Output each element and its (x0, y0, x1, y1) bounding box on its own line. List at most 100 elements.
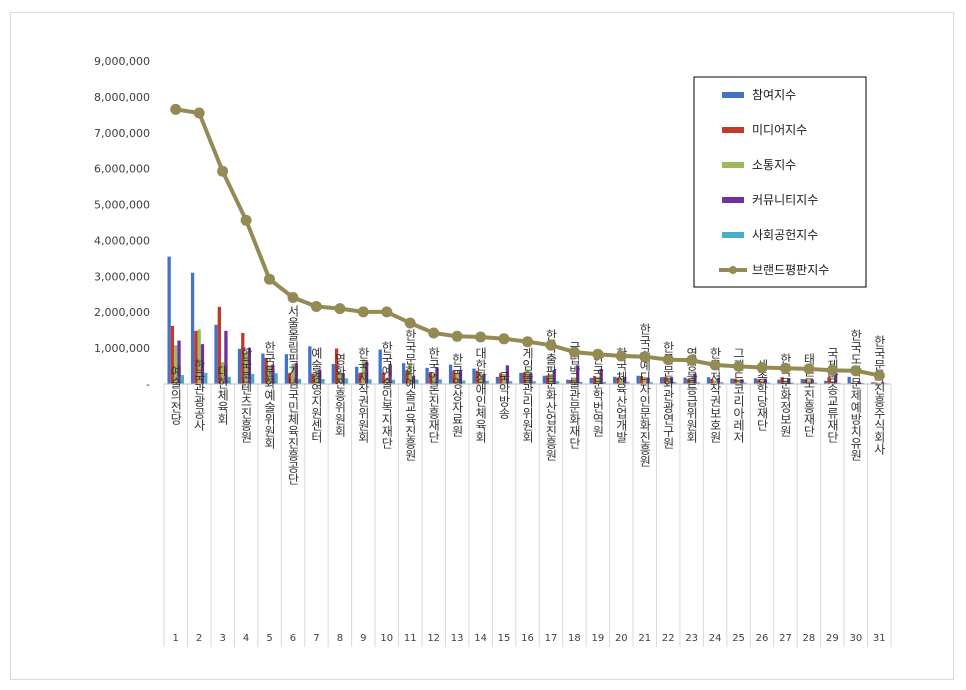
category-label: 한국체육산업개발 (614, 347, 628, 443)
bar (341, 373, 345, 384)
bar (830, 381, 835, 384)
bar (435, 367, 439, 384)
y-tick-label: - (146, 378, 150, 391)
bar (432, 373, 436, 384)
bar (783, 380, 788, 384)
bar (458, 370, 463, 384)
bar (854, 382, 858, 384)
line-point (428, 327, 440, 339)
bar (519, 372, 523, 384)
category-label: 국제방송교류재단 (825, 347, 839, 443)
category-label: 한국문학번역원 (591, 353, 605, 437)
y-tick-label: 6,000,000 (94, 163, 150, 176)
category-label: 한국문화예술위원회 (263, 341, 277, 449)
bar (576, 365, 580, 384)
bar (311, 373, 315, 384)
category-label: 그랜드코리아레저 (732, 347, 746, 443)
category-label: 한국저작권보호원 (708, 347, 722, 443)
bar (227, 376, 231, 384)
rank-label: 20 (615, 633, 628, 644)
bar (485, 380, 489, 384)
line-point (240, 214, 252, 226)
line-point (850, 365, 862, 377)
rank-label: 31 (873, 633, 886, 644)
line-point (170, 103, 182, 115)
category-label: 한국언론진흥재단 (427, 347, 441, 443)
bar (274, 373, 278, 384)
line-point (357, 306, 369, 318)
category-label: 한국출판문화산업진흥원 (544, 329, 558, 461)
rank-label: 11 (404, 633, 417, 644)
bar (482, 374, 486, 384)
rank-label: 25 (732, 633, 745, 644)
bar (174, 345, 178, 384)
bar (807, 380, 811, 384)
line-point (568, 346, 580, 358)
legend-swatch (722, 127, 744, 133)
bar (291, 363, 295, 384)
bar (619, 377, 623, 384)
bar (690, 378, 694, 384)
rank-label: 8 (337, 633, 343, 644)
bar (378, 349, 382, 384)
legend-label: 브랜드평판지수 (752, 263, 829, 277)
line-point (592, 348, 604, 360)
line-point (381, 306, 393, 318)
bar (224, 330, 228, 384)
bar (495, 376, 500, 384)
bar (626, 381, 630, 384)
bar (361, 359, 365, 384)
bar (344, 378, 349, 384)
bar (643, 376, 647, 384)
bar (314, 371, 319, 384)
bar (214, 324, 218, 384)
bar (509, 381, 513, 384)
legend-swatch (722, 197, 744, 203)
bar (308, 346, 312, 384)
bar (599, 368, 603, 384)
bar (177, 340, 181, 384)
category-label: 예술의전당 (169, 365, 183, 425)
bar (800, 378, 804, 384)
bar (321, 378, 325, 384)
brand-reputation-chart: - 1,000,000 2,000,000 3,000,000 4,000,000 5,0… (94, 55, 892, 647)
bar (760, 380, 764, 384)
bar (803, 379, 808, 384)
bar (452, 371, 456, 384)
bar (673, 382, 677, 384)
bar (197, 329, 201, 384)
y-axis: - 1,000,000 2,000,000 3,000,000 4,000,000 5,0… (94, 55, 150, 391)
bar (502, 373, 506, 384)
bar (616, 377, 620, 384)
category-label: 한국공예디자인문화진흥원 (638, 323, 652, 467)
bar (733, 378, 737, 384)
category-label: 한국관광공사 (192, 359, 206, 431)
rank-label: 30 (849, 633, 862, 644)
bar (874, 382, 878, 384)
bar (529, 373, 533, 384)
bar (297, 378, 302, 384)
category-label: 국립박물관문화재단 (567, 341, 581, 449)
y-tick-label: 3,000,000 (94, 270, 150, 283)
bar (646, 377, 650, 384)
bar (572, 378, 577, 384)
bar (710, 379, 714, 384)
bar (777, 379, 781, 384)
bar (294, 363, 298, 384)
bar (364, 361, 369, 384)
line-point (826, 364, 838, 376)
bar (288, 373, 292, 384)
rank-label: 2 (196, 633, 202, 644)
legend-swatch (722, 232, 744, 238)
bar (649, 382, 654, 384)
bar (757, 379, 761, 384)
rank-label: 17 (545, 633, 558, 644)
rank-label: 7 (313, 633, 319, 644)
bar (850, 382, 855, 384)
bar (251, 373, 255, 384)
bar (475, 370, 479, 384)
rank-label: 28 (803, 633, 816, 644)
bar (167, 256, 171, 384)
rank-label: 29 (826, 633, 839, 644)
category-label: 한국콘텐츠진흥원 (239, 347, 253, 443)
